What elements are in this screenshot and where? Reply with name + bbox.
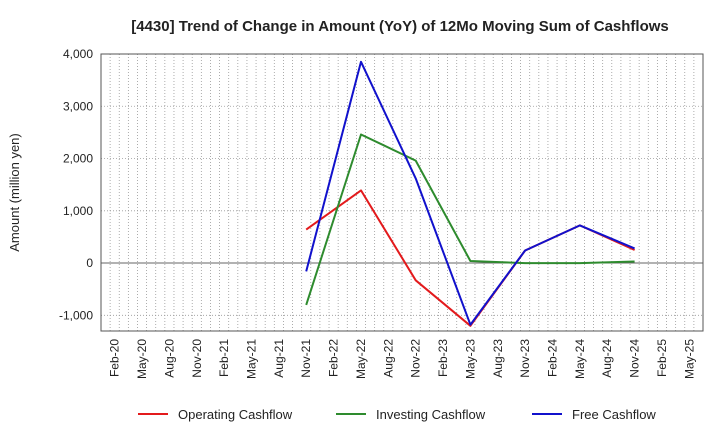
x-tick-label: Aug-22 bbox=[381, 339, 395, 378]
legend-label: Investing Cashflow bbox=[376, 407, 486, 422]
series-line-investing-cashflow bbox=[305, 133, 635, 306]
axis-ticks: -1,000 0 1,000 2,000 3,000 4,000 Feb-20 May-20 A… bbox=[59, 47, 696, 379]
x-tick-label: Aug-20 bbox=[162, 339, 176, 378]
legend-label: Operating Cashflow bbox=[178, 407, 293, 422]
plot-area bbox=[100, 53, 704, 332]
x-tick-label: Nov-21 bbox=[299, 339, 313, 378]
y-axis-label: Amount (million yen) bbox=[7, 133, 22, 252]
legend-label: Free Cashflow bbox=[572, 407, 656, 422]
chart-title: [4430] Trend of Change in Amount (YoY) o… bbox=[131, 18, 669, 35]
x-tick-label: May-20 bbox=[135, 339, 149, 379]
x-tick-label: Aug-23 bbox=[491, 339, 505, 378]
x-tick-label: May-23 bbox=[463, 339, 477, 379]
y-tick-label: 2,000 bbox=[63, 152, 93, 166]
x-tick-label: Feb-21 bbox=[217, 339, 231, 377]
legend-item-operating-cashflow: Operating Cashflow bbox=[138, 407, 293, 422]
x-tick-label: May-25 bbox=[682, 339, 696, 379]
x-tick-label: Nov-20 bbox=[190, 339, 204, 378]
x-tick-label: Nov-23 bbox=[518, 339, 532, 378]
y-tick-label: 4,000 bbox=[63, 47, 93, 61]
y-tick-label: -1,000 bbox=[59, 308, 93, 322]
legend: Operating Cashflow Investing Cashflow Free… bbox=[138, 407, 656, 422]
x-tick-label: Aug-24 bbox=[600, 339, 614, 378]
y-tick-label: 1,000 bbox=[63, 204, 93, 218]
series-lines bbox=[305, 60, 636, 327]
x-tick-label: Nov-22 bbox=[409, 339, 423, 378]
x-tick-label: Aug-21 bbox=[272, 339, 286, 378]
legend-item-investing-cashflow: Investing Cashflow bbox=[336, 407, 486, 422]
x-tick-label: May-24 bbox=[573, 339, 587, 379]
x-tick-label: Feb-20 bbox=[108, 339, 122, 377]
y-tick-label: 3,000 bbox=[63, 99, 93, 113]
x-tick-label: Feb-22 bbox=[327, 339, 341, 377]
x-tick-label: Feb-25 bbox=[655, 339, 669, 377]
grid bbox=[101, 53, 703, 331]
x-tick-label: Feb-23 bbox=[436, 339, 450, 377]
x-tick-label: Nov-24 bbox=[628, 339, 642, 378]
legend-item-free-cashflow: Free Cashflow bbox=[532, 407, 656, 422]
x-tick-label: Feb-24 bbox=[546, 339, 560, 377]
series-line-free-cashflow bbox=[305, 60, 635, 326]
y-tick-label: 0 bbox=[86, 256, 93, 270]
x-tick-label: May-21 bbox=[245, 339, 259, 379]
x-tick-label: May-22 bbox=[354, 339, 368, 379]
